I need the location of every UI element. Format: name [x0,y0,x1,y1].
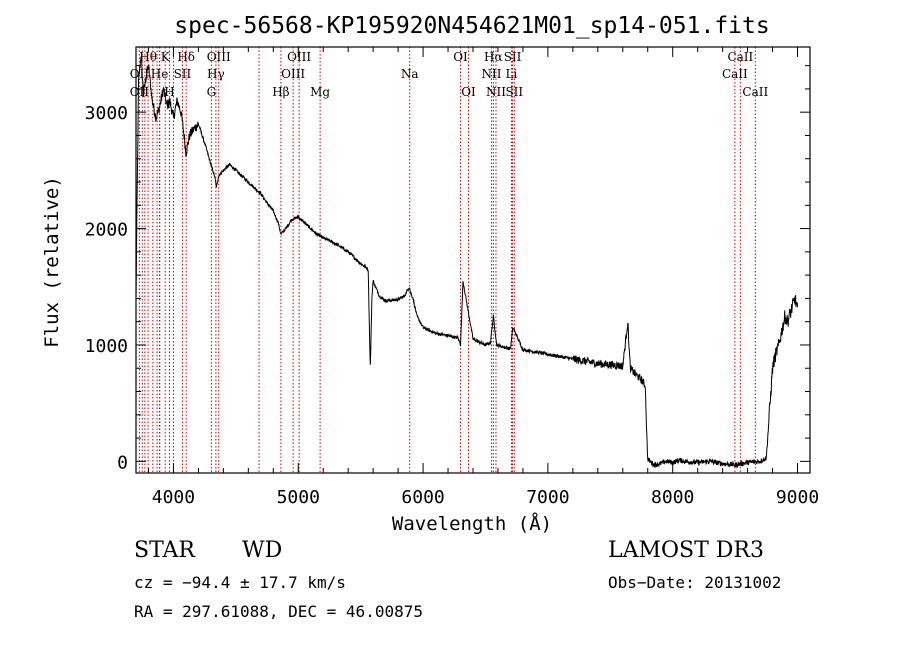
line-label-top: SII [504,50,522,64]
redshift-cz: cz = −94.4 ± 17.7 km/s [134,573,346,592]
line-label-low: Mg [310,85,330,99]
line-label-top: Hα [484,50,503,64]
line-label-mid: CaII [722,67,748,81]
x-tick-label: 4000 [152,487,195,508]
plot-frame [135,46,811,474]
x-tick-label: 5000 [277,487,320,508]
line-label-mid: OIII [281,67,305,81]
spectrum-layer [135,55,798,469]
line-label-mid: NII [481,67,501,81]
line-label-top: Hδ [177,50,195,64]
x-axis-label: Wavelength (Å) [392,512,552,535]
line-markers [138,47,756,473]
line-label-mid: Na [401,67,419,81]
survey-name: LAMOST DR3 [608,538,764,563]
x-tick-label: 8000 [651,487,694,508]
line-label-low: CaII [742,85,768,99]
line-label-top: CaII [727,50,753,64]
coordinates: RA = 297.61088, DEC = 46.00875 [134,602,423,621]
line-label-top: OI [453,50,468,64]
x-tick-label: 9000 [776,487,819,508]
line-label-low: OII [130,85,150,99]
line-label-mid: He [151,67,169,81]
line-label-mid: SII [174,67,192,81]
line-label-low: OI [461,85,476,99]
line-label-top: Hθ [139,50,157,64]
object-subclass: WD [242,538,283,563]
line-label-mid: OII [130,67,150,81]
line-label-low: H [164,85,174,99]
line-label-low: G [207,85,217,99]
x-tick-label: 7000 [526,487,569,508]
line-label-top: K [161,50,171,64]
object-class: STAR [134,538,195,563]
line-label-low: Hβ [272,85,289,99]
spectrum-line [135,55,798,469]
obs-date: Obs−Date: 20131002 [608,573,782,592]
y-tick-label: 2000 [85,220,128,241]
x-tick-label: 6000 [401,487,444,508]
y-tick-label: 0 [117,452,128,473]
axes: 4000 5000 6000 7000 8000 9000 0 1000 2000 3000 [85,46,819,508]
chart-title: spec-56568-KP195920N454621M01_sp14-051.f… [174,13,769,39]
line-label-mid: Hγ [207,67,225,81]
y-tick-label: 3000 [85,103,128,124]
line-label-low: NII [486,85,506,99]
y-axis-label: Flux (relative) [41,176,63,348]
line-label-mid: Li [506,67,518,81]
line-label-top: OIII [207,50,231,64]
line-label-low: SII [505,85,523,99]
y-tick-label: 1000 [85,336,128,357]
line-label-top: OIII [287,50,311,64]
